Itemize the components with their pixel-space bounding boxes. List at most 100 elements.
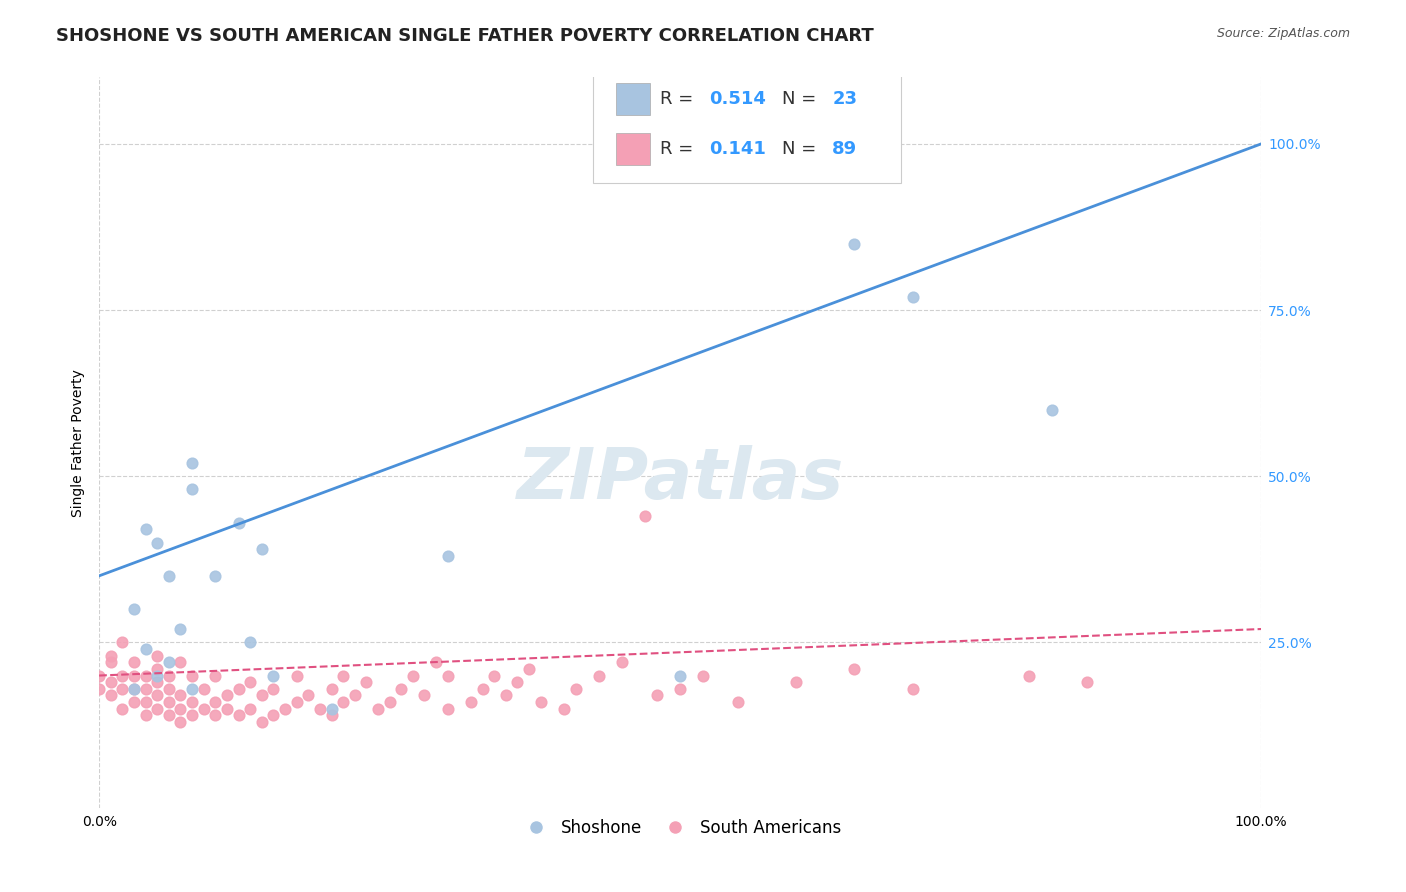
Point xyxy=(321,681,343,696)
Point xyxy=(169,622,191,636)
Point xyxy=(250,714,273,729)
Point xyxy=(169,655,191,669)
Point xyxy=(402,668,425,682)
Point xyxy=(239,635,262,649)
Point xyxy=(122,655,145,669)
Point xyxy=(146,702,169,716)
Point xyxy=(645,689,668,703)
Point xyxy=(297,689,319,703)
Point xyxy=(100,675,122,690)
Point xyxy=(204,708,226,723)
Text: SHOSHONE VS SOUTH AMERICAN SINGLE FATHER POVERTY CORRELATION CHART: SHOSHONE VS SOUTH AMERICAN SINGLE FATHER… xyxy=(56,27,875,45)
Point xyxy=(495,689,517,703)
Point xyxy=(262,708,284,723)
Legend: Shoshone, South Americans: Shoshone, South Americans xyxy=(512,813,848,844)
Point xyxy=(785,675,807,690)
Point xyxy=(181,668,204,682)
Point xyxy=(634,509,657,524)
Point xyxy=(262,668,284,682)
FancyBboxPatch shape xyxy=(616,83,650,115)
Point xyxy=(135,681,157,696)
Point xyxy=(436,549,458,563)
Point xyxy=(413,689,436,703)
Text: N =: N = xyxy=(782,140,823,159)
Point xyxy=(89,681,111,696)
Point xyxy=(169,689,191,703)
Point xyxy=(530,695,553,709)
Point xyxy=(122,668,145,682)
Point xyxy=(436,702,458,716)
Point xyxy=(181,456,204,470)
Point xyxy=(332,695,354,709)
Text: 89: 89 xyxy=(832,140,858,159)
Point xyxy=(460,695,482,709)
Point xyxy=(285,668,308,682)
Point xyxy=(181,708,204,723)
Point xyxy=(122,602,145,616)
Text: R =: R = xyxy=(661,140,699,159)
Point xyxy=(425,655,447,669)
Point xyxy=(844,662,866,676)
FancyBboxPatch shape xyxy=(593,68,901,184)
Point xyxy=(517,662,540,676)
Point xyxy=(1040,402,1063,417)
Point xyxy=(157,655,180,669)
Point xyxy=(321,708,343,723)
Point xyxy=(378,695,401,709)
Point xyxy=(193,702,215,716)
Point xyxy=(111,681,134,696)
Point xyxy=(228,681,250,696)
Point xyxy=(250,542,273,557)
Point xyxy=(228,708,250,723)
Point xyxy=(844,236,866,251)
Point xyxy=(564,681,586,696)
Point xyxy=(204,695,226,709)
Text: Source: ZipAtlas.com: Source: ZipAtlas.com xyxy=(1216,27,1350,40)
Point xyxy=(1018,668,1040,682)
Point xyxy=(135,522,157,536)
Point xyxy=(250,689,273,703)
Point xyxy=(610,655,633,669)
Point xyxy=(436,668,458,682)
Point xyxy=(204,569,226,583)
Point xyxy=(122,681,145,696)
Point xyxy=(274,702,297,716)
Point xyxy=(901,290,924,304)
Point xyxy=(111,668,134,682)
Point xyxy=(321,702,343,716)
Point xyxy=(135,642,157,657)
Point xyxy=(204,668,226,682)
Y-axis label: Single Father Poverty: Single Father Poverty xyxy=(72,369,86,516)
Point xyxy=(181,681,204,696)
Point xyxy=(228,516,250,530)
Point xyxy=(181,695,204,709)
Point xyxy=(484,668,506,682)
Text: 0.514: 0.514 xyxy=(709,90,766,108)
Point xyxy=(169,714,191,729)
Text: R =: R = xyxy=(661,90,699,108)
Text: N =: N = xyxy=(782,90,823,108)
Point xyxy=(471,681,494,696)
Point xyxy=(181,483,204,497)
Point xyxy=(122,681,145,696)
Point xyxy=(169,702,191,716)
Point xyxy=(356,675,378,690)
Text: 0.141: 0.141 xyxy=(709,140,766,159)
Point xyxy=(692,668,714,682)
Point xyxy=(157,695,180,709)
Point xyxy=(135,668,157,682)
Point xyxy=(157,708,180,723)
Point xyxy=(1076,675,1098,690)
Point xyxy=(89,668,111,682)
Point xyxy=(135,708,157,723)
Point xyxy=(367,702,389,716)
Text: 23: 23 xyxy=(832,90,858,108)
Point xyxy=(122,695,145,709)
Point xyxy=(588,668,610,682)
Point xyxy=(239,675,262,690)
Point xyxy=(669,681,692,696)
Point xyxy=(157,668,180,682)
Point xyxy=(332,668,354,682)
Point xyxy=(553,702,575,716)
FancyBboxPatch shape xyxy=(616,133,650,166)
